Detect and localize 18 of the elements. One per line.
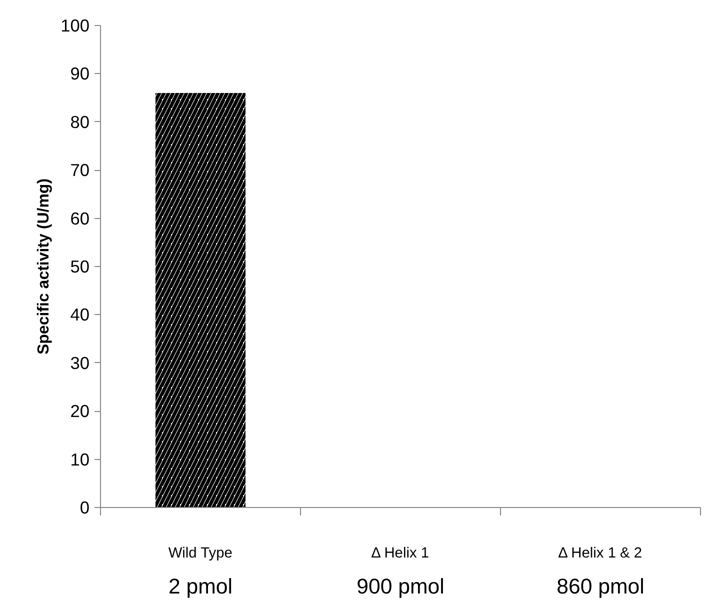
y-axis-title: Specific activity (U/mg) [36,178,53,355]
y-tick-label: 90 [70,64,90,84]
y-tick-label: 100 [60,16,90,36]
text: 860 pmol [556,574,644,598]
y-tick-label: 40 [70,304,90,325]
x-tick-label: Wild Type [168,546,232,562]
y-tick-label: 30 [70,352,90,373]
y-tick-label: 80 [70,112,90,132]
y-tick-label: 20 [70,401,90,422]
text: 900 pmol [356,574,444,598]
y-tick-label: 10 [70,449,90,470]
text: 2 pmol [168,574,233,598]
y-tick-label: 70 [70,160,90,180]
y-tick-label: 60 [70,208,90,228]
x-tick-label: Δ Helix 1 & 2 [558,546,642,562]
x-tick-label: Δ Helix 1 [371,546,430,562]
y-tick-label: 50 [70,256,90,276]
y-tick-label: 0 [80,498,90,518]
